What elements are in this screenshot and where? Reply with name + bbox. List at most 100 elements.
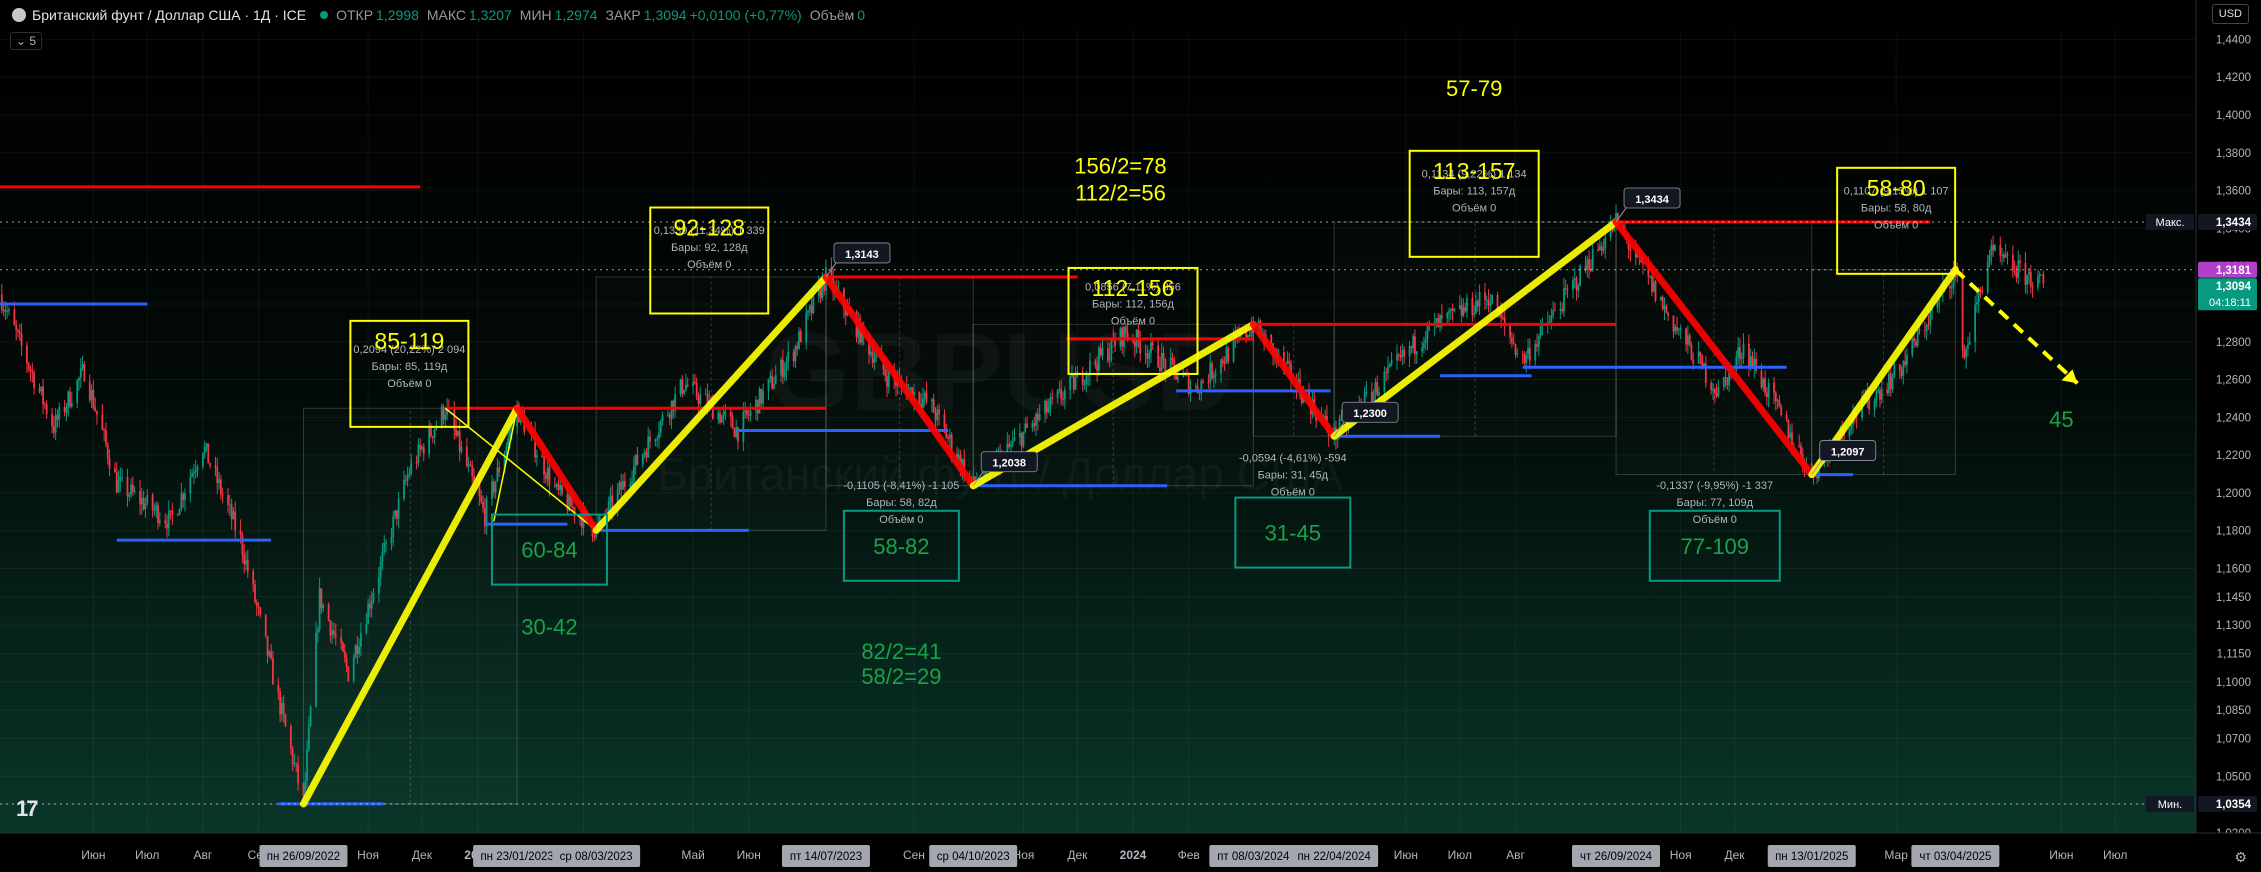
candle-body [631, 481, 633, 484]
candle-body [52, 426, 55, 433]
candle-body [1422, 343, 1425, 348]
candle-body [1031, 423, 1034, 428]
indicators-toggle[interactable]: ⌄ 5 [10, 32, 43, 50]
candle-body [320, 588, 323, 609]
candle-body [1974, 304, 1977, 342]
time-highlight-label: пт 14/07/2023 [781, 845, 870, 867]
candle-body [534, 432, 536, 458]
time-highlight-text: чт 26/09/2024 [1580, 851, 1653, 863]
candle-body [164, 520, 167, 524]
candle-body [18, 331, 21, 334]
candle-body [774, 375, 777, 385]
candle-body [1187, 374, 1190, 394]
candle-body [1324, 415, 1327, 420]
candle-body [1487, 299, 1490, 306]
candle-body [482, 501, 484, 508]
candle-body [503, 454, 506, 473]
candle-body [1514, 344, 1517, 355]
candle-body [29, 368, 32, 372]
pivot-label-text: 1,3434 [1635, 194, 1670, 206]
candle-body [611, 495, 614, 510]
candle-body [1647, 263, 1650, 277]
measure-label-line: Объём 0 [1874, 219, 1918, 231]
candle-body [478, 481, 481, 497]
candle-body [507, 437, 510, 447]
candle-body [1627, 240, 1630, 250]
candle-body [1227, 347, 1230, 362]
symbol-title[interactable]: Британский фунт / Доллар США · 1Д · ICE [32, 7, 307, 23]
open-label: ОТКР [336, 7, 374, 23]
candle-body [557, 484, 560, 491]
legend-header: Британский фунт / Доллар США · 1Д · ICE … [0, 0, 865, 30]
candle-body [948, 434, 951, 439]
measure-label-line: -0,0594 (-4,61%) -594 [1239, 453, 1347, 465]
currency-button[interactable]: USD [2211, 4, 2249, 24]
candle-body [2024, 262, 2027, 285]
candle-body [1182, 374, 1185, 377]
time-tick-label: Дек [1067, 848, 1088, 862]
time-highlight-text: пн 13/01/2025 [1775, 851, 1848, 863]
candle-body [1221, 359, 1224, 364]
candle-body [103, 429, 106, 431]
measure-label-line: -0,1337 (-9,95%) -1 337 [1656, 480, 1773, 492]
candle-body [45, 404, 48, 415]
candle-body [1651, 276, 1653, 292]
candle-body [1473, 313, 1476, 315]
candle-body [1378, 391, 1380, 396]
candle-body [108, 458, 111, 469]
candle-body [78, 377, 80, 381]
candle-body [1162, 352, 1165, 360]
candle-body [485, 498, 488, 527]
candle-body [618, 482, 621, 490]
candle-body [819, 285, 822, 299]
measure-label: 0,1107 (9,15%) 1 107 Бары: 58, 80д Объём 0 [1844, 185, 1949, 231]
candle-body [155, 505, 158, 510]
green-note: 30-42 [521, 615, 577, 640]
candle-body [1765, 392, 1768, 397]
candle-body [1676, 327, 1678, 331]
candle-body [1674, 327, 1677, 332]
candle-body [808, 305, 811, 311]
price-label-value: 1,0354 [2216, 799, 2252, 811]
candle-body [1879, 389, 1881, 400]
measure-label: -0,0594 (-4,61%) -594 Бары: 31, 45д Объём … [1239, 453, 1347, 499]
candle-body [1401, 349, 1404, 358]
candle-body [945, 427, 948, 439]
candle-body [780, 359, 782, 376]
candle-body [171, 510, 174, 515]
candle-body [1250, 326, 1253, 336]
gear-icon[interactable]: ⚙ [2234, 849, 2247, 865]
green-box-text: 58-82 [873, 534, 929, 559]
time-tick-label: Июл [135, 848, 159, 862]
candle-body [1094, 360, 1097, 365]
time-highlight-bg [552, 845, 641, 867]
candle-body [38, 388, 41, 392]
candle-body [1579, 265, 1582, 286]
candle-body [1525, 354, 1528, 364]
candle-body [189, 476, 192, 494]
candle-body [1767, 382, 1770, 397]
price-tick-label: 1,1150 [2217, 649, 2251, 661]
candle-body [1403, 349, 1406, 357]
candle-body [1475, 300, 1477, 314]
candle-body [685, 384, 687, 391]
candle-body [1194, 386, 1197, 388]
candle-body [279, 691, 282, 715]
candle-body [309, 706, 312, 726]
time-scale: ИюнИюлАвгСенНояДек2023МарМайИюнСенНояДек… [0, 832, 2261, 872]
candle-body [598, 516, 601, 523]
candle-body [1686, 335, 1689, 345]
candle-body [327, 604, 330, 621]
measure-label-line: Объём 0 [387, 378, 431, 390]
candle-body [27, 363, 30, 369]
price-label-value: 1,3094 [2216, 281, 2252, 293]
candle-body [1458, 304, 1461, 309]
candle-body [746, 410, 748, 416]
yellow-box-text: 92-128 [673, 215, 745, 241]
candle-body [1245, 330, 1248, 338]
candle-body [654, 439, 657, 442]
measure-label-line: Объём 0 [1111, 316, 1155, 328]
green-box-text: 60-84 [521, 538, 577, 563]
measure-label-line: -0,1105 (-8,41%) -1 105 [843, 480, 959, 492]
